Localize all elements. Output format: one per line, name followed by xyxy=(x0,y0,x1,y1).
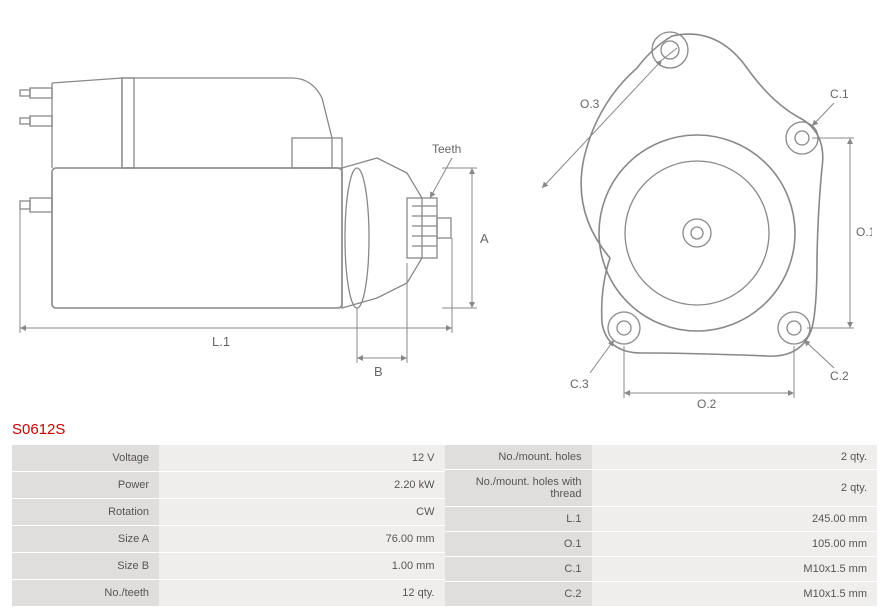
spec-value: 76.00 mm xyxy=(159,526,444,552)
part-code: S0612S xyxy=(12,421,877,438)
label-dim-b: B xyxy=(374,364,383,379)
spec-row: O.1105.00 mm xyxy=(445,532,878,556)
spec-label: Power xyxy=(12,472,159,498)
spec-value: 2.20 kW xyxy=(159,472,444,498)
spec-row: No./teeth12 qty. xyxy=(12,580,445,606)
spec-row: No./mount. holes2 qty. xyxy=(445,445,878,469)
label-c3: C.3 xyxy=(570,377,589,391)
spec-table-right: No./mount. holes2 qty.No./mount. holes w… xyxy=(445,444,878,607)
spec-row: C.1M10x1.5 mm xyxy=(445,557,878,581)
spec-row: L.1245.00 mm xyxy=(445,507,878,531)
spec-value: 245.00 mm xyxy=(592,507,877,531)
spec-value: 2 qty. xyxy=(592,470,877,506)
spec-label: Rotation xyxy=(12,499,159,525)
spec-label: No./teeth xyxy=(12,580,159,606)
label-o2: O.2 xyxy=(697,397,717,408)
label-dim-a: A xyxy=(480,231,489,246)
spec-row: Power2.20 kW xyxy=(12,472,445,498)
spec-tables: Voltage12 VPower2.20 kWRotationCWSize A7… xyxy=(12,444,877,607)
spec-label: Size B xyxy=(12,553,159,579)
spec-table-left: Voltage12 VPower2.20 kWRotationCWSize A7… xyxy=(12,444,445,607)
spec-value: 2 qty. xyxy=(592,445,877,469)
label-o3: O.3 xyxy=(580,97,600,111)
label-c1: C.1 xyxy=(830,87,849,101)
label-dim-l1: L.1 xyxy=(212,334,230,349)
spec-value: M10x1.5 mm xyxy=(592,582,877,606)
spec-value: 105.00 mm xyxy=(592,532,877,556)
front-view-diagram: C.1 C.2 C.3 O.3 O.1 O.2 xyxy=(512,8,872,413)
spec-row: Size B1.00 mm xyxy=(12,553,445,579)
spec-row: C.2M10x1.5 mm xyxy=(445,582,878,606)
spec-label: L.1 xyxy=(445,507,592,531)
spec-label: No./mount. holes with thread xyxy=(445,470,592,506)
spec-label: Size A xyxy=(12,526,159,552)
spec-value: 1.00 mm xyxy=(159,553,444,579)
spec-value: 12 qty. xyxy=(159,580,444,606)
spec-row: Size A76.00 mm xyxy=(12,526,445,552)
spec-label: C.2 xyxy=(445,582,592,606)
spec-label: Voltage xyxy=(12,445,159,471)
spec-value: M10x1.5 mm xyxy=(592,557,877,581)
spec-value: CW xyxy=(159,499,444,525)
spec-row: Voltage12 V xyxy=(12,445,445,471)
spec-value: 12 V xyxy=(159,445,444,471)
label-o1: O.1 xyxy=(856,225,872,239)
spec-label: O.1 xyxy=(445,532,592,556)
spec-label: No./mount. holes xyxy=(445,445,592,469)
label-teeth: Teeth xyxy=(432,142,461,156)
side-view-diagram: Teeth A L.1 B xyxy=(12,8,492,413)
spec-label: C.1 xyxy=(445,557,592,581)
label-c2: C.2 xyxy=(830,369,849,383)
spec-row: RotationCW xyxy=(12,499,445,525)
spec-row: No./mount. holes with thread2 qty. xyxy=(445,470,878,506)
